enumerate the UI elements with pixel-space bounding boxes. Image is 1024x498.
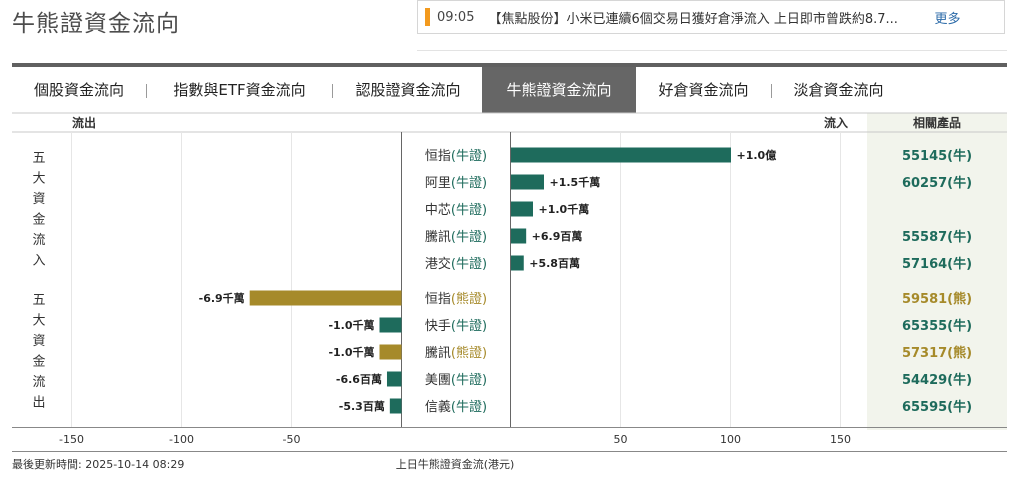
x-tick-label: -100 <box>169 433 194 446</box>
category-label[interactable]: 騰訊(熊證) <box>425 345 487 361</box>
category-label[interactable]: 中芯(牛證) <box>425 202 487 218</box>
data-label: +6.9百萬 <box>532 229 583 243</box>
group-label: 五大資金流入 <box>32 151 45 269</box>
category-label[interactable]: 騰訊(牛證) <box>425 229 487 245</box>
x-tick-label: 150 <box>830 433 851 446</box>
data-label: -6.6百萬 <box>336 372 382 386</box>
data-label: +1.5千萬 <box>550 175 601 189</box>
category-label[interactable]: 恒指(牛證) <box>425 148 487 164</box>
page-title: 牛熊證資金流向 <box>12 11 180 37</box>
chart-row: 阿里(牛證) +1.5千萬 60257(牛) <box>425 174 972 191</box>
group-label: 五大資金流出 <box>32 293 45 411</box>
ticker-time: 09:05 <box>437 9 475 25</box>
tab-separator <box>771 84 772 98</box>
category-label[interactable]: 港交(牛證) <box>425 256 487 272</box>
bar[interactable] <box>511 228 527 244</box>
bar[interactable] <box>511 147 731 163</box>
data-label: -1.0千萬 <box>328 318 374 332</box>
tab-cbbc-flow[interactable]: 牛熊證資金流向 <box>482 67 636 113</box>
chart-row: 信義(牛證) -5.3百萬 65595(牛) <box>339 398 972 415</box>
tab-long-flow[interactable]: 好倉資金流向 <box>658 81 749 99</box>
x-tick-label: -50 <box>283 433 301 446</box>
category-label[interactable]: 恒指(熊證) <box>425 291 487 307</box>
related-product-link[interactable]: 57164(牛) <box>902 256 972 272</box>
tab-stock-flow[interactable]: 個股資金流向 <box>33 81 124 99</box>
last-updated: 最後更新時間: 2025-10-14 08:29 <box>12 458 185 471</box>
news-ticker[interactable]: 09:05 【焦點股份】小米已連續6個交易日獲好倉淨流入 上日即市曾跌約8.7.… <box>417 0 1005 34</box>
related-product-link[interactable]: 54429(牛) <box>902 372 972 388</box>
bar[interactable] <box>379 317 402 333</box>
outflow-header: 流出 <box>72 115 96 130</box>
chart-row: 美團(牛證) -6.6百萬 54429(牛) <box>336 371 972 388</box>
related-product-link[interactable]: 55587(牛) <box>902 229 972 245</box>
x-axis-label: 上日牛熊證資金流(港元) <box>396 457 515 471</box>
x-tick-label: 50 <box>614 433 628 446</box>
related-column-bg <box>867 113 1007 430</box>
tab-bar: 個股資金流向 指數與ETF資金流向 認股證資金流向 牛熊證資金流向 好倉資金流向… <box>12 63 1007 113</box>
tab-separator <box>146 84 147 98</box>
category-label[interactable]: 快手(牛證) <box>425 318 487 334</box>
related-header: 相關產品 <box>913 115 961 130</box>
bar[interactable] <box>249 290 402 306</box>
data-label: -6.9千萬 <box>199 291 245 305</box>
chart-row: 港交(牛證) +5.8百萬 57164(牛) <box>425 255 972 272</box>
tab-short-flow[interactable]: 淡倉資金流向 <box>793 81 884 99</box>
ticker-marker <box>425 8 430 26</box>
header-divider <box>417 50 1007 51</box>
category-label[interactable]: 阿里(牛證) <box>425 175 487 191</box>
related-product-link[interactable]: 65595(牛) <box>902 399 972 415</box>
related-product-link[interactable]: 55145(牛) <box>902 148 972 164</box>
x-tick-label: -150 <box>59 433 84 446</box>
related-product-link[interactable]: 65355(牛) <box>902 318 972 334</box>
tab-warrant-flow[interactable]: 認股證資金流向 <box>355 81 461 99</box>
data-label: +1.0千萬 <box>539 202 590 216</box>
chart-row: 恒指(牛證) +1.0億 55145(牛) <box>425 147 972 164</box>
data-label: -1.0千萬 <box>328 345 374 359</box>
tab-index-etf-flow[interactable]: 指數與ETF資金流向 <box>173 81 306 99</box>
related-product-link[interactable]: 59581(熊) <box>902 291 972 307</box>
bar[interactable] <box>379 344 402 360</box>
chart-row: 騰訊(熊證) -1.0千萬 57317(熊) <box>328 344 972 361</box>
related-product-link[interactable]: 57317(熊) <box>902 345 972 361</box>
related-product-link[interactable]: 60257(牛) <box>902 175 972 191</box>
data-label: +5.8百萬 <box>529 256 580 270</box>
data-label: +1.0億 <box>737 148 777 162</box>
bar[interactable] <box>389 398 402 414</box>
tab-separator <box>332 84 333 98</box>
category-label[interactable]: 信義(牛證) <box>425 399 487 415</box>
chart-row: 騰訊(牛證) +6.9百萬 55587(牛) <box>425 228 972 245</box>
chart-row: 中芯(牛證) +1.0千萬 <box>425 201 590 218</box>
bar[interactable] <box>386 371 402 387</box>
chart-row: 恒指(熊證) -6.9千萬 59581(熊) <box>199 290 972 307</box>
chart-row: 快手(牛證) -1.0千萬 65355(牛) <box>328 317 972 334</box>
inflow-header: 流入 <box>824 115 848 130</box>
x-tick-label: 100 <box>720 433 741 446</box>
bar[interactable] <box>511 201 533 217</box>
data-label: -5.3百萬 <box>339 399 385 413</box>
ticker-more-link[interactable]: 更多 <box>934 11 961 27</box>
bar[interactable] <box>511 174 544 190</box>
category-label[interactable]: 美團(牛證) <box>425 372 487 388</box>
bar[interactable] <box>511 255 524 271</box>
